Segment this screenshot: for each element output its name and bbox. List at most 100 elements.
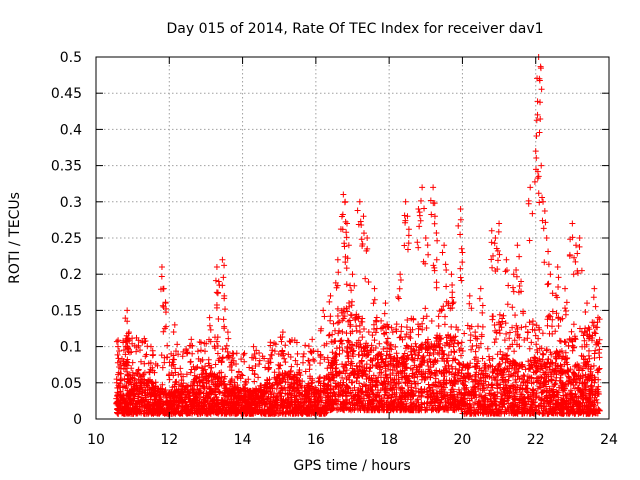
data-point-trail (150, 351, 157, 358)
data-point-trail (327, 317, 334, 324)
data-point-trail (207, 326, 214, 333)
data-point-trail (373, 314, 380, 321)
y-tick-label: 0.15 (51, 303, 82, 319)
data-point-trail (326, 298, 333, 305)
data-point (239, 372, 246, 379)
data-point-trail (533, 117, 540, 124)
data-point (477, 285, 484, 292)
data-point (540, 198, 547, 205)
data-point-trail (443, 267, 450, 274)
data-point-trail (358, 221, 365, 228)
y-tick-label: 0 (73, 412, 82, 428)
data-point-trail (566, 252, 573, 259)
data-point-trail (221, 262, 228, 269)
data-point-trail (415, 244, 422, 251)
data-point-trail (396, 285, 403, 292)
data-point-trail (166, 371, 173, 378)
data-point (177, 365, 184, 372)
data-point-trail (187, 358, 194, 365)
data-point (309, 336, 316, 343)
data-point (573, 242, 580, 249)
data-point-trail (159, 302, 166, 309)
data-point (224, 329, 231, 336)
data-point-trail (439, 249, 446, 256)
data-point-trail (405, 240, 412, 247)
data-point-trail (241, 398, 248, 405)
data-point-trail (309, 375, 316, 382)
data-point (213, 263, 220, 270)
data-point-trail (162, 309, 169, 316)
data-point-trail (149, 364, 156, 371)
data-point-trail (533, 133, 540, 140)
data-point (158, 263, 165, 270)
data-point (569, 220, 576, 227)
data-point (595, 314, 602, 321)
data-point-trail (343, 281, 350, 288)
data-point-trail (230, 357, 237, 364)
data-point-trail (381, 310, 388, 317)
y-tick-labels: 0 0.05 0.1 0.15 0.2 0.25 0.3 0.35 0.4 0.45 0.5 (51, 50, 82, 428)
data-point-trail (384, 321, 391, 328)
data-point-trail (224, 354, 231, 361)
data-point-trail (178, 382, 185, 389)
data-point-trail (433, 279, 440, 286)
data-point-trail (571, 254, 578, 261)
data-point (430, 184, 437, 191)
data-point (554, 263, 561, 270)
data-point (265, 358, 272, 365)
data-point (492, 235, 499, 241)
data-point-trail (536, 199, 543, 206)
data-point-trail (127, 378, 134, 385)
data-point (345, 242, 352, 249)
data-point (279, 329, 286, 336)
data-point-trail (174, 341, 181, 348)
data-point-trail (516, 282, 523, 289)
data-point-trail (535, 173, 542, 180)
data-point-trail (479, 309, 486, 316)
data-point-trail (122, 315, 129, 322)
data-point-trail (545, 261, 552, 268)
data-point-trail (295, 390, 302, 397)
data-point-trail (139, 386, 146, 393)
data-point (488, 227, 495, 234)
data-point-trail (495, 228, 502, 235)
data-point-trail (362, 275, 369, 282)
data-point-trail (384, 335, 391, 342)
data-point-trail (443, 283, 450, 290)
data-point-trail (121, 375, 128, 382)
data-point-trail (264, 377, 271, 384)
data-point-trail (170, 372, 177, 379)
data-point-trail (455, 222, 462, 229)
data-point (230, 350, 237, 357)
x-tick-label: 14 (234, 432, 252, 448)
data-point (360, 213, 367, 220)
data-point-trail (513, 266, 520, 273)
data-point (532, 148, 539, 155)
data-point (431, 213, 438, 220)
data-point-trail (547, 313, 554, 320)
data-point-trail (505, 282, 512, 289)
data-point-trail (450, 299, 457, 306)
data-point-trail (262, 381, 269, 388)
data-point (371, 285, 378, 292)
data-point-trail (266, 364, 273, 371)
data-point (538, 162, 545, 169)
data-point-trail (348, 287, 355, 294)
data-point (320, 307, 327, 314)
data-point (584, 300, 591, 307)
y-axis-label: ROTI / TECUs (7, 192, 23, 284)
data-point-trail (449, 282, 456, 289)
data-point-trail (442, 261, 449, 268)
data-point-trail (416, 223, 423, 230)
y-tick-label: 0.05 (51, 376, 82, 392)
data-point (419, 184, 426, 191)
data-point-trail (198, 371, 205, 378)
data-point (364, 235, 371, 241)
data-point-trail (348, 298, 355, 305)
data-point-trail (476, 295, 483, 302)
data-point-trail (225, 335, 232, 342)
data-point (160, 285, 167, 292)
data-point-trail (489, 264, 496, 271)
data-point-trail (479, 302, 486, 309)
data-point-trail (321, 342, 328, 349)
